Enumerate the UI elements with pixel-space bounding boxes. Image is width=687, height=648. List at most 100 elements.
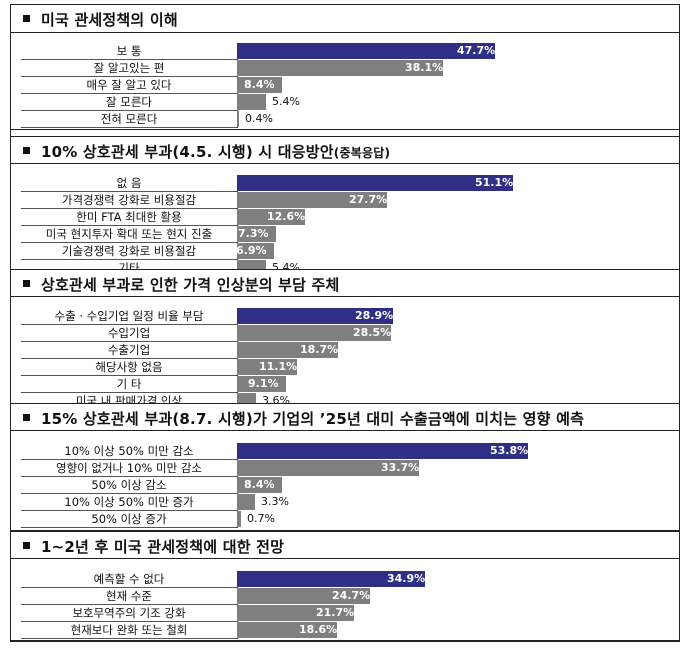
chart-body: 10% 이상 50% 미만 감소 53.8% 영향이 없거나 10% 미만 감소 33… [11,431,679,531]
chart-header: 15% 상호관세 부과(8.7. 시행)가 기업의 ’25년 대미 수출금액에 … [11,403,679,431]
category-label: 현재 수준 [21,588,237,605]
data-bar [237,359,297,375]
category-label: 50% 이상 감소 [21,477,237,494]
data-value-label: 18.6% [299,623,338,636]
bar-row: 가격경쟁력 강화로 비용절감 27.7% [11,192,679,209]
bar-row: 50% 이상 증가 0.7% [11,511,679,528]
data-value-label: 8.4% [244,78,275,91]
data-value-label: 28.9% [355,309,394,322]
bar-row: 10% 이상 50% 미만 증가 3.3% [11,494,679,511]
chart-body: 수출 · 수입기업 일정 비율 부담 28.9% 수입기업 28.5% 수출기업 18.7… [11,297,679,413]
data-bar [237,77,282,93]
chart-header: 미국 관세정책의 이해 [11,5,679,33]
data-value-label: 51.1% [475,176,514,189]
data-value-label: 0.7% [247,512,275,525]
chart-body: 예측할 수 없다 34.9% 현재 수준 24.7% 보호무역주의 기조 강화 21.7%… [11,559,679,641]
square-bullet-icon [23,147,30,154]
bar-row: 잘 알고있는 편 38.1% [11,60,679,77]
category-label: 기 타 [21,376,237,393]
square-bullet-icon [23,15,30,22]
category-label: 보호무역주의 기조 강화 [21,605,237,622]
data-bar [237,494,255,510]
category-label: 현재보다 완화 또는 철회 [21,622,237,639]
chart-header: 상호관세 부과로 인한 가격 인상분의 부담 주체 [11,269,679,297]
data-value-label: 33.7% [381,461,420,474]
bar-row: 보호무역주의 기조 강화 21.7% [11,605,679,622]
data-value-label: 8.4% [244,478,275,491]
data-bar [237,226,276,242]
data-bar [237,477,282,493]
data-value-label: 38.1% [405,61,444,74]
category-label: 한미 FTA 최대한 활용 [21,209,237,226]
data-value-label: 9.1% [248,377,279,390]
data-bar [237,325,391,341]
chart-title: 1~2년 후 미국 관세정책에 대한 전망 [41,538,285,556]
chart-body: 보 통 47.7% 잘 알고있는 편 38.1% 매우 잘 알고 있다 8.4% 잘 모른다… [11,33,679,130]
data-bar [237,376,286,392]
category-label: 예측할 수 없다 [21,571,237,588]
data-value-label: 11.1% [259,360,298,373]
bar-row: 기술경쟁력 강화로 비용절감 6.9% [11,243,679,260]
chart-title-suffix: (중복응답) [333,146,391,160]
chart-title: 미국 관세정책의 이해 [41,11,178,29]
data-bar [237,43,495,59]
bar-row: 현재 수준 24.7% [11,588,679,605]
data-bar [237,588,370,604]
category-label: 해당사항 없음 [21,359,237,376]
data-value-label: 24.7% [332,589,371,602]
data-bar [237,192,387,208]
data-bar [237,511,241,527]
bar-row: 현재보다 완화 또는 철회 18.6% [11,622,679,639]
data-value-label: 0.4% [245,112,273,125]
category-label: 전혀 모른다 [21,111,237,128]
category-label: 매우 잘 알고 있다 [21,77,237,94]
bar-row: 매우 잘 알고 있다 8.4% [11,77,679,94]
chart-header: 10% 상호관세 부과(4.5. 시행) 시 대응방안(중복응답) [11,136,679,164]
data-bar [237,605,354,621]
chart-title: 상호관세 부과로 인한 가격 인상분의 부담 주체 [41,276,340,294]
category-label: 기술경쟁력 강화로 비용절감 [21,243,237,260]
data-bar [237,243,274,259]
category-label: 50% 이상 증가 [21,511,237,528]
data-bar [237,209,305,225]
data-value-label: 3.3% [261,495,289,508]
category-label: 보 통 [21,43,237,60]
bar-row: 예측할 수 없다 34.9% [11,571,679,588]
data-bar [237,175,513,191]
data-bar [237,308,393,324]
data-bar [237,622,337,638]
data-value-label: 12.6% [267,210,306,223]
bar-row: 미국 현지투자 확대 또는 현지 진출 7.3% [11,226,679,243]
bar-row: 50% 이상 감소 8.4% [11,477,679,494]
data-bar [237,342,338,358]
data-bar [237,94,266,110]
chart-header: 1~2년 후 미국 관세정책에 대한 전망 [11,531,679,559]
chart-title: 15% 상호관세 부과(8.7. 시행)가 기업의 ’25년 대미 수출금액에 … [41,410,585,428]
category-label: 잘 모른다 [21,94,237,111]
data-bar [237,111,239,127]
bar-row: 한미 FTA 최대한 활용 12.6% [11,209,679,226]
bar-row: 영향이 없거나 10% 미만 감소 33.7% [11,460,679,477]
bar-row: 보 통 47.7% [11,43,679,60]
bar-row: 10% 이상 50% 미만 감소 53.8% [11,443,679,460]
bar-row: 기 타 9.1% [11,376,679,393]
data-value-label: 6.9% [236,244,267,257]
data-value-label: 5.4% [272,95,300,108]
data-value-label: 47.7% [457,44,496,57]
category-label: 수출 · 수입기업 일정 비율 부담 [21,308,237,325]
chart-title: 10% 상호관세 부과(4.5. 시행) 시 대응방안(중복응답) [41,143,391,161]
data-value-label: 18.7% [300,343,339,356]
bar-row: 해당사항 없음 11.1% [11,359,679,376]
category-label: 10% 이상 50% 미만 감소 [21,443,237,460]
data-value-label: 21.7% [316,606,355,619]
data-bar [237,460,419,476]
data-value-label: 28.5% [353,326,392,339]
data-bar [237,571,425,587]
bar-row: 수출 · 수입기업 일정 비율 부담 28.9% [11,308,679,325]
bar-row: 잘 모른다 5.4% [11,94,679,111]
bar-row: 없 음 51.1% [11,175,679,192]
data-bar [237,443,528,459]
category-label: 잘 알고있는 편 [21,60,237,77]
data-value-label: 7.3% [238,227,269,240]
